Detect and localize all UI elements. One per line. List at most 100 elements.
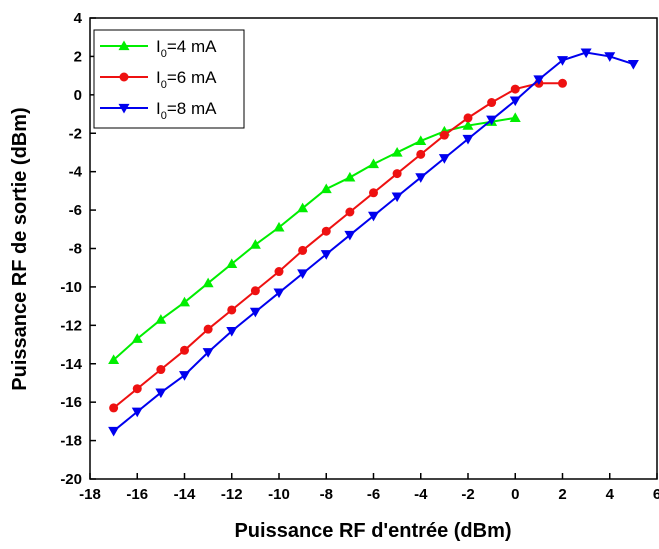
legend-label-subscript: 0 [161,48,167,60]
point-marker [462,120,474,130]
point-marker [415,135,427,146]
x-tick-label: -4 [414,486,428,503]
point-marker [345,207,355,217]
y-tick-label: -16 [60,394,82,411]
point-marker [391,192,403,203]
point-marker [368,211,379,222]
x-tick-label: -12 [221,486,243,503]
y-tick-label: -12 [60,317,82,334]
point-marker [509,96,521,107]
point-marker [249,239,261,249]
legend-item: I0=6 mA [100,68,217,91]
series-line [112,82,563,409]
series-layer [108,48,639,437]
legend-label-suffix: =4 mA [167,37,217,56]
point-marker [132,384,142,394]
point-marker [131,407,143,418]
x-tick-label: -8 [320,486,333,503]
y-tick-label: -2 [69,125,82,142]
y-axis-title: Puissance RF de sortie (dBm) [9,107,31,390]
point-marker [273,288,285,299]
point-marker [118,40,130,51]
point-marker [250,286,260,296]
x-tick-label: -18 [79,486,101,503]
point-marker [298,245,308,255]
point-marker [557,56,568,66]
point-marker [297,202,309,213]
point-marker [627,59,639,70]
legend-label-subscript: 0 [161,79,167,91]
x-tick-label: -6 [367,486,380,503]
point-marker [227,305,237,315]
point-marker [203,324,213,334]
point-marker [321,226,331,236]
series-1 [109,78,567,413]
legend-label: I0=8 mA [156,99,217,122]
legend-label-suffix: =6 mA [167,68,217,87]
point-marker [369,188,378,198]
point-marker [580,48,592,59]
x-tick-label: -2 [461,486,474,503]
point-marker [119,72,129,82]
x-tick-label: -14 [174,486,196,503]
point-marker [392,169,402,179]
point-marker [202,277,214,288]
series-line [112,116,516,361]
y-tick-label: -20 [60,471,82,488]
y-tick-label: -4 [69,164,83,181]
legend-label-prefix: I [156,99,161,118]
x-tick-label: 6 [653,486,659,503]
point-marker [226,326,238,337]
point-marker [416,149,426,159]
point-marker [486,115,498,126]
point-marker [509,112,521,123]
point-marker [344,171,356,182]
point-marker [274,267,284,277]
legend-label-suffix: =8 mA [167,99,217,118]
point-marker [109,403,119,413]
legend-item: I0=4 mA [100,37,217,60]
point-marker [155,388,167,399]
legend-item: I0=8 mA [100,99,217,122]
point-marker [368,158,379,169]
y-tick-label: 0 [74,87,82,104]
point-marker [462,134,474,145]
point-marker [202,348,214,358]
point-marker [604,52,616,62]
point-marker [155,314,167,324]
legend-label: I0=6 mA [156,68,217,91]
y-tick-label: -8 [69,241,82,258]
point-marker [108,354,120,365]
legend-label-prefix: I [156,37,161,56]
point-marker [179,296,190,307]
point-marker [131,333,143,343]
y-tick-label: -6 [69,202,82,219]
point-marker [249,307,261,318]
point-marker [533,75,545,85]
point-marker [391,146,403,157]
series-2 [108,48,639,437]
point-marker [463,113,473,123]
x-tick-label: -16 [126,486,148,503]
point-marker [344,230,356,241]
point-marker [156,365,166,375]
point-marker [558,78,567,88]
legend-label: I0=4 mA [156,37,217,60]
x-tick-label: 4 [606,486,615,503]
point-marker [180,345,189,355]
point-marker [438,154,450,164]
point-marker [510,84,520,94]
legend-label-subscript: 0 [161,110,167,122]
y-tick-label: 2 [74,48,82,65]
y-tick-label: 4 [74,10,83,27]
series-0 [108,112,521,365]
y-tick-label: -18 [60,433,82,450]
point-marker [179,371,190,381]
point-marker [226,258,238,268]
point-marker [297,269,309,279]
legend-label-prefix: I [156,68,161,87]
point-marker [108,426,120,437]
point-marker [320,250,332,260]
point-marker [273,221,285,232]
